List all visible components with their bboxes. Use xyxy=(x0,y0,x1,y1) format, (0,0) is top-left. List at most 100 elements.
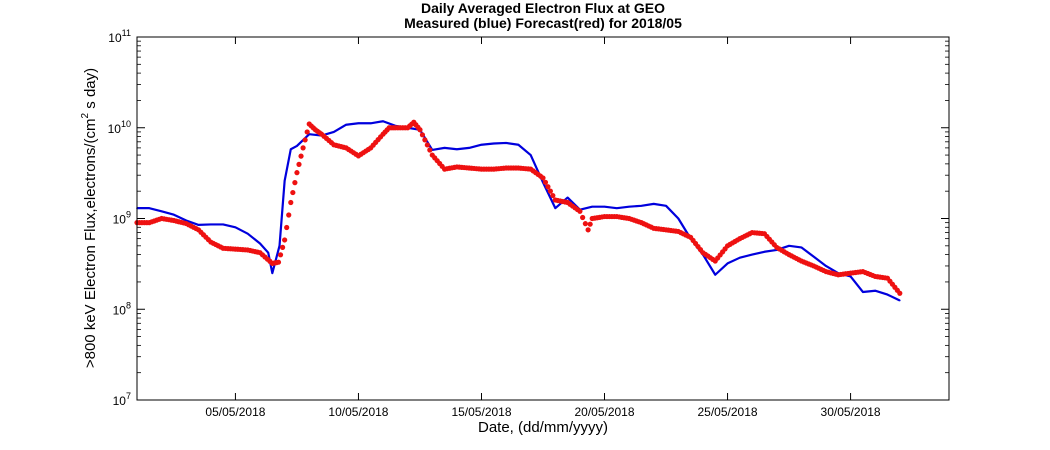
measured-data-point xyxy=(443,147,446,149)
forecast-data-point xyxy=(897,290,903,296)
measured-data-point xyxy=(554,207,557,209)
measured-data-point xyxy=(751,253,753,256)
forecast-data-point xyxy=(277,252,284,258)
forecast-data-point xyxy=(304,129,310,135)
measured-data-point xyxy=(849,275,852,278)
forecast-data-point xyxy=(288,199,294,206)
measured-series-line xyxy=(137,120,901,302)
y-axis-label-main: >800 keV Electron Flux,electrons/(cm xyxy=(82,118,99,368)
measured-data-point xyxy=(652,203,655,205)
measured-data-point xyxy=(278,245,281,247)
measured-data-point xyxy=(333,131,335,133)
measured-data-point xyxy=(886,293,889,296)
measured-data-point xyxy=(492,142,495,145)
forecast-data-point xyxy=(422,137,428,143)
axis-ticks xyxy=(137,36,949,401)
measured-data-point xyxy=(259,242,261,245)
measured-data-point xyxy=(246,232,249,235)
forecast-data-point xyxy=(296,161,302,167)
measured-data-point xyxy=(739,256,741,259)
measured-data-point xyxy=(505,142,507,144)
measured-data-point xyxy=(296,145,298,147)
forecast-data-point xyxy=(282,237,288,243)
measured-data-point xyxy=(763,250,766,253)
measured-data-point xyxy=(345,123,347,126)
forecast-data-point xyxy=(284,224,290,231)
x-axis-label: Date, (dd/mm/yyyy) xyxy=(478,419,608,436)
measured-data-point xyxy=(665,205,667,207)
measured-data-point xyxy=(603,205,606,208)
measured-data-point xyxy=(148,207,151,209)
measured-data-point xyxy=(529,154,532,156)
measured-data-point xyxy=(456,148,458,151)
y-tick-label: 107 xyxy=(113,391,131,408)
forecast-data-point xyxy=(540,175,546,181)
measured-data-point xyxy=(566,196,569,199)
forecast-data-point xyxy=(419,132,426,138)
x-tick-label: 30/05/2018 xyxy=(821,405,881,419)
forecast-data-point xyxy=(545,184,551,190)
x-tick-label: 05/05/2018 xyxy=(205,405,265,419)
measured-data-point xyxy=(185,219,188,222)
y-tick-label: 1010 xyxy=(108,119,131,136)
forecast-data-point xyxy=(279,244,286,250)
plot-area-frame xyxy=(136,36,950,401)
measured-data-point xyxy=(369,122,372,125)
forecast-data-point xyxy=(302,137,308,143)
x-tick-label: 25/05/2018 xyxy=(698,405,758,419)
measured-data-point xyxy=(234,226,237,229)
forecast-data-point xyxy=(585,227,591,233)
measured-data-point xyxy=(382,120,384,123)
y-axis-label: >800 keV Electron Flux,electrons/(cm2 s … xyxy=(80,68,99,368)
forecast-data-point xyxy=(294,170,300,176)
y-axis-label-superscript: 2 xyxy=(80,112,91,118)
y-axis-label-tail: s day) xyxy=(82,68,99,113)
forecast-data-point xyxy=(577,208,583,214)
forecast-data-point xyxy=(550,192,556,199)
forecast-data-point xyxy=(417,127,423,133)
measured-data-point xyxy=(283,180,286,182)
measured-data-point xyxy=(222,223,224,226)
measured-data-point xyxy=(898,299,901,302)
measured-data-point xyxy=(357,122,360,125)
x-tick-label: 10/05/2018 xyxy=(328,405,388,419)
forecast-data-point xyxy=(275,259,282,265)
measured-data-point xyxy=(289,148,292,151)
chart-title: Daily Averaged Electron Flux at GEO xyxy=(421,0,665,16)
measured-data-point xyxy=(591,205,594,208)
forecast-data-point xyxy=(580,214,586,221)
measured-data-point xyxy=(800,246,803,249)
measured-data-point xyxy=(812,255,815,258)
forecast-data-point xyxy=(290,189,296,196)
forecast-data-point xyxy=(300,145,306,151)
measured-data-point xyxy=(271,272,274,274)
x-tick-labels: 05/05/2018 10/05/2018 15/05/2018 20/05/2018… xyxy=(205,405,881,419)
measured-data-point xyxy=(862,291,864,293)
measured-data-point xyxy=(197,224,200,226)
forecast-data-point xyxy=(286,212,292,218)
measured-data-point xyxy=(480,143,483,146)
forecast-data-point xyxy=(542,179,549,185)
measured-data-point xyxy=(517,143,520,146)
forecast-data-point xyxy=(582,221,588,227)
y-tick-labels: 107 108 109 1010 1011 xyxy=(108,28,131,408)
x-tick-label: 15/05/2018 xyxy=(451,405,511,419)
y-tick-label: 1011 xyxy=(108,28,131,45)
chart-subtitle: Measured (blue) Forecast(red) for 2018/0… xyxy=(404,15,682,31)
y-tick-label: 109 xyxy=(113,210,131,227)
measured-data-point xyxy=(677,217,680,220)
measured-data-point xyxy=(874,289,876,292)
measured-data-point xyxy=(468,147,470,149)
forecast-data-point xyxy=(587,221,593,227)
measured-data-point xyxy=(726,262,729,265)
measured-data-point xyxy=(788,245,790,247)
y-tick-label: 108 xyxy=(113,300,131,317)
forecast-data-point xyxy=(427,147,433,153)
measured-data-point xyxy=(714,273,717,276)
forecast-data-point xyxy=(292,180,298,186)
measured-data-point xyxy=(160,210,163,213)
series-layer xyxy=(134,119,903,302)
measured-data-point xyxy=(640,205,643,207)
x-tick-label: 20/05/2018 xyxy=(574,405,634,419)
